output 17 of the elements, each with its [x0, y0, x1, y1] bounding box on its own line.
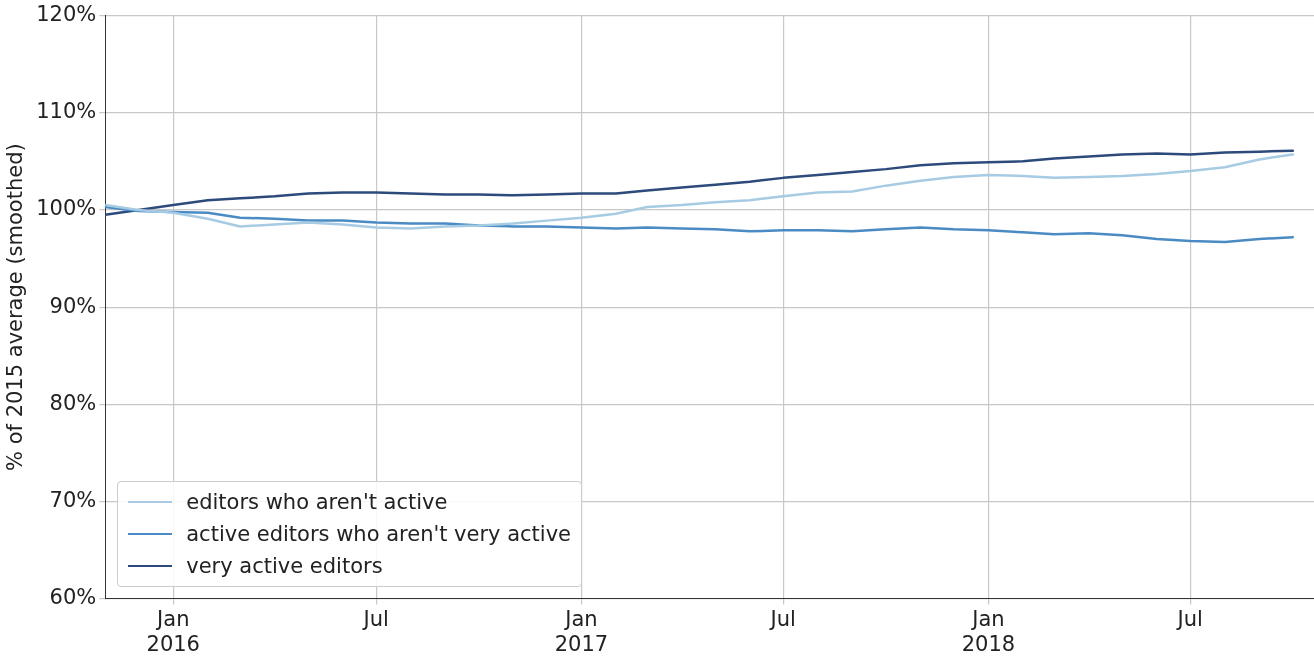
legend-label: editors who aren't active: [186, 489, 448, 514]
legend-label: very active editors: [186, 553, 383, 578]
y-tick-label: 70%: [49, 487, 97, 512]
x-tick-label: Jul: [361, 606, 389, 631]
y-tick-label: 100%: [36, 196, 97, 221]
x-tick-label: Jan 2016: [146, 606, 200, 656]
x-tick-label: Jul: [768, 606, 796, 631]
y-tick-label: 90%: [49, 293, 97, 318]
y-tick-label: 120%: [36, 2, 97, 27]
y-tick-label: 80%: [49, 390, 97, 415]
y-tick-label: 60%: [49, 585, 97, 610]
x-tick-label: Jan 2017: [554, 606, 609, 656]
x-tick-label: Jan 2018: [961, 606, 1016, 656]
y-axis-title: % of 2015 average (smoothed): [3, 143, 28, 471]
legend-label: active editors who aren't very active: [186, 521, 572, 546]
y-tick-label: 110%: [36, 99, 97, 124]
x-tick-label: Jul: [1175, 606, 1203, 631]
